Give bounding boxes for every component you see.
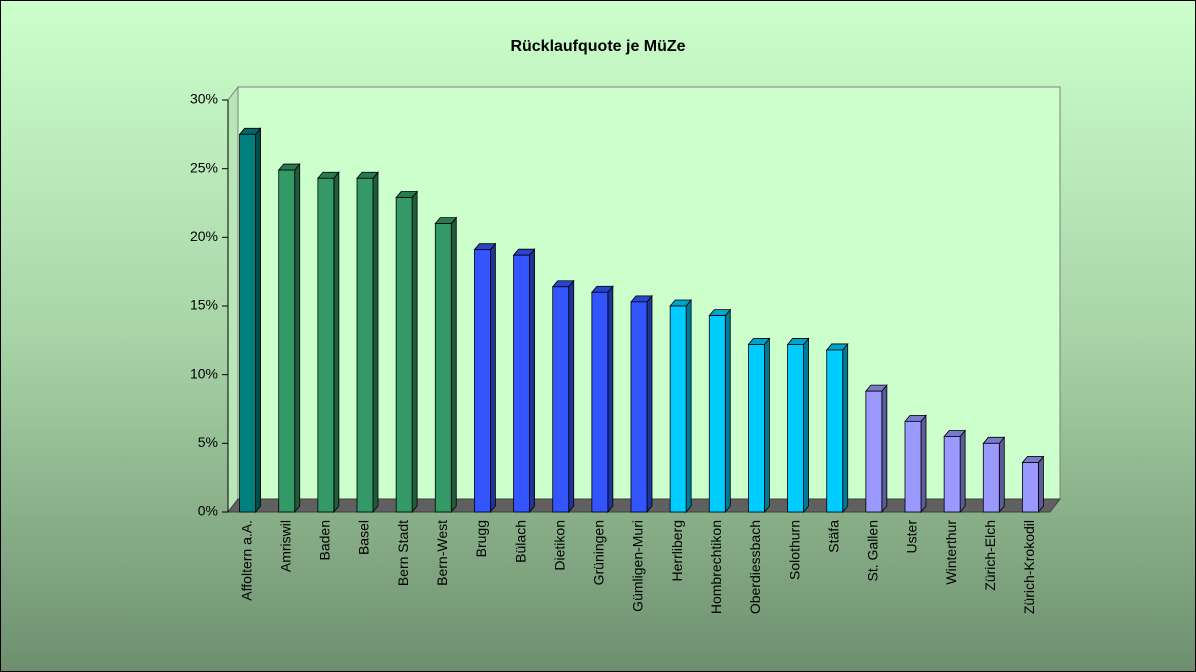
- x-tick-label: Brugg: [473, 520, 489, 557]
- bar-side: [998, 436, 1005, 514]
- bar-side: [333, 171, 340, 514]
- bar-side: [490, 242, 496, 514]
- x-tick-label: Oberdiessbach: [747, 520, 763, 614]
- bar-side: [920, 414, 927, 514]
- bar: [708, 315, 726, 513]
- bar: [826, 349, 844, 513]
- x-tick-label: Stäfa: [825, 520, 841, 553]
- bar-side: [255, 127, 261, 514]
- bar: [1022, 462, 1039, 513]
- chart-title: Rücklaufquote je MüZe: [510, 38, 685, 55]
- bar: [513, 254, 530, 513]
- bar-side: [685, 298, 692, 514]
- bar: [904, 420, 922, 513]
- y-tick-label: 20%: [190, 228, 218, 244]
- bar-side: [450, 216, 457, 514]
- bar: [787, 344, 804, 513]
- y-tick-label: 0%: [198, 503, 218, 519]
- bar-side: [372, 171, 379, 514]
- x-tick-label: Uster: [904, 520, 920, 554]
- x-tick-label: Bülach: [512, 520, 528, 563]
- bar: [669, 305, 687, 513]
- bar: [630, 301, 648, 513]
- y-tick-label: 30%: [190, 91, 218, 107]
- bar-side: [1038, 455, 1044, 514]
- y-tick-label: 5%: [198, 434, 218, 450]
- y-tick-label: 25%: [190, 159, 218, 175]
- y-tick-label: 15%: [190, 297, 218, 313]
- bar: [865, 390, 883, 513]
- bar-side: [881, 384, 888, 514]
- bar: [278, 169, 296, 513]
- x-tick-label: Zürich-Krokodil: [1021, 520, 1037, 614]
- bar-side: [294, 162, 301, 514]
- x-tick-label: Solothurn: [786, 520, 802, 580]
- bar-side: [411, 190, 418, 514]
- x-tick-label: Baden: [317, 520, 333, 560]
- bar-side: [568, 279, 575, 514]
- x-tick-label: Hombrechtikon: [708, 520, 724, 614]
- x-tick-label: Herrliberg: [669, 520, 685, 581]
- bar-side: [803, 337, 809, 514]
- x-tick-label: Bern Stadt: [395, 520, 411, 586]
- bar: [552, 286, 570, 513]
- y-tick-label: 10%: [190, 365, 218, 381]
- bar: [395, 197, 413, 513]
- bar: [748, 344, 765, 513]
- bar: [982, 442, 1000, 513]
- bar: [317, 177, 335, 513]
- x-tick-label: Dietikon: [551, 520, 567, 571]
- x-tick-label: Grüningen: [591, 520, 607, 585]
- bar: [943, 436, 961, 513]
- bar: [434, 223, 452, 513]
- x-tick-label: Zürich-Elch: [982, 520, 998, 591]
- x-tick-label: Amriswil: [277, 520, 293, 572]
- bar: [474, 249, 491, 513]
- bar-side: [764, 337, 770, 514]
- bar: [356, 177, 374, 513]
- bar-side: [724, 308, 731, 514]
- x-tick-label: Gümligen-Muri: [630, 520, 646, 612]
- bar: [239, 133, 256, 513]
- x-tick-label: Affoltern a.A.: [238, 520, 254, 601]
- bar: [591, 291, 609, 513]
- x-tick-label: Bern-West: [434, 520, 450, 586]
- x-tick-label: Basel: [356, 520, 372, 555]
- x-tick-label: Winterthur: [943, 520, 959, 585]
- x-tick-label: St. Gallen: [865, 520, 881, 581]
- bar-side: [607, 285, 614, 514]
- bar-side: [842, 342, 849, 514]
- bar-side: [529, 248, 535, 514]
- side-wall: [227, 85, 239, 514]
- bar-side: [646, 294, 653, 514]
- bar-side: [959, 429, 966, 514]
